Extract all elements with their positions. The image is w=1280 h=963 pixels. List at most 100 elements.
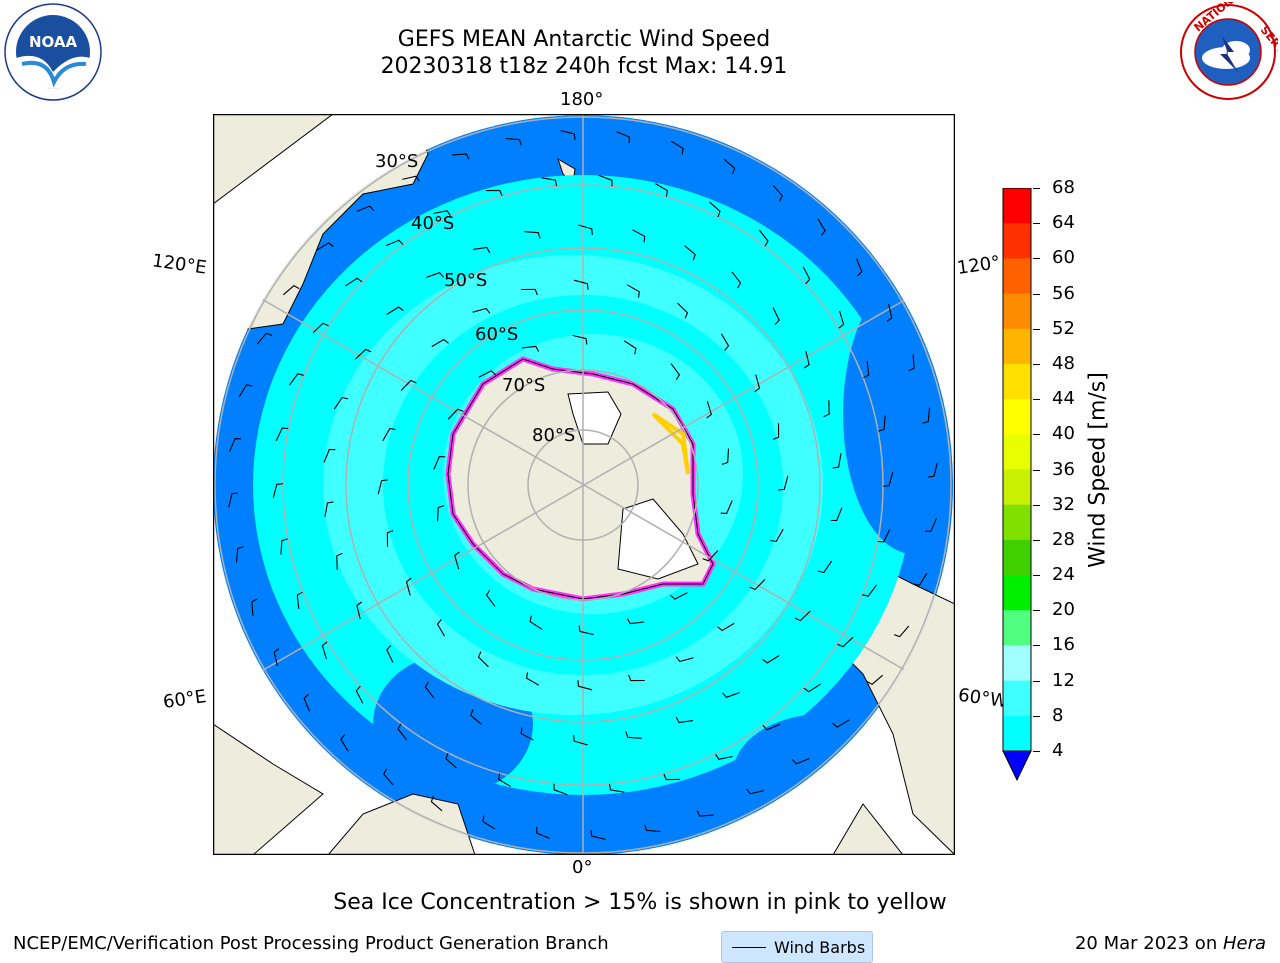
wind-barb (321, 641, 328, 660)
wind-barb (709, 201, 721, 218)
wind-barb (663, 773, 681, 781)
wind-barb (855, 258, 863, 277)
colorbar-under-triangle (1002, 750, 1032, 782)
colorbar-segment (1003, 328, 1031, 365)
wind-barb (405, 577, 412, 596)
footer-credit: NCEP/EMC/Verification Post Processing Pr… (13, 933, 609, 954)
colorbar-tick-label: 8 (1052, 704, 1064, 726)
wind-barb (433, 456, 446, 470)
wind-barb (238, 384, 253, 397)
wind-barb (251, 598, 258, 616)
colorbar-tick-label: 36 (1052, 458, 1075, 480)
wind-barb (803, 683, 821, 693)
wind-barb (626, 284, 641, 298)
wind-barb (644, 824, 661, 833)
colorbar-segment (1003, 258, 1031, 295)
wind-barb (577, 680, 593, 691)
wind-barb (426, 272, 444, 278)
colorbar-tick-mark (1033, 328, 1040, 330)
wind-barb (521, 345, 540, 352)
wind-barb (521, 288, 538, 296)
wind-barb (430, 795, 443, 812)
map-panel[interactable]: 30°S 40°S 50°S 60°S 70°S 80°S Wind Barbs (213, 114, 955, 963)
wind-barb (529, 615, 543, 630)
wind-barb (758, 229, 769, 247)
noaa-logo: NOAA (2, 2, 104, 106)
colorbar-segment (1003, 575, 1031, 611)
lat-label-80s: 80°S (532, 425, 576, 446)
wind-barb (628, 674, 645, 682)
lat-label-40s: 40°S (411, 213, 455, 234)
colorbar-tick-label: 32 (1052, 493, 1075, 515)
wind-barb (866, 674, 884, 685)
wind-barb (275, 427, 289, 442)
wind-barb (497, 773, 511, 787)
map-border (213, 114, 955, 855)
wind-barb (696, 810, 714, 817)
wind-barb (715, 753, 733, 760)
wind-barb (823, 400, 830, 418)
wind-barb (675, 656, 694, 663)
wind-barb (333, 396, 349, 410)
wind-barb (830, 507, 843, 522)
wind-barb (355, 685, 364, 704)
wind-barb (525, 672, 540, 686)
wind-barb (675, 716, 694, 724)
wind-barb (772, 184, 783, 202)
colorbar-segment (1003, 680, 1031, 717)
wind-barb (386, 530, 394, 547)
wind-barb (616, 131, 630, 144)
wind-barb (878, 415, 886, 432)
wind-barb (356, 205, 375, 213)
wind-barb (355, 348, 372, 360)
wind-barb (485, 189, 503, 197)
wind-barb (356, 601, 363, 620)
wind-barb (445, 752, 457, 769)
colorbar-tick-label: 64 (1052, 212, 1075, 234)
wind-field (213, 115, 953, 855)
colorbar-tick-mark (1033, 610, 1040, 612)
wind-barb (402, 175, 420, 182)
wind-barb (303, 693, 311, 712)
wind-barb (893, 625, 910, 638)
wind-barb (749, 579, 766, 591)
colorbar-segment (1003, 188, 1031, 224)
wind-barb (536, 826, 550, 839)
wind-barb (838, 310, 845, 329)
wind-barb (671, 140, 684, 155)
wind-barb (772, 423, 780, 440)
colorbar-label: Wind Speed [m/s] (1085, 372, 1111, 568)
colorbar-tick-mark (1033, 469, 1040, 471)
wind-barb (436, 619, 446, 637)
wind-barb (316, 242, 334, 251)
wind-barb (762, 655, 780, 664)
wind-barb (385, 239, 404, 247)
wind-barb (296, 591, 303, 609)
colorbar-tick-label: 48 (1052, 352, 1075, 374)
wind-barb (578, 625, 594, 636)
wind-barb (862, 584, 877, 597)
wind-barb (324, 501, 334, 517)
wind-barb (273, 648, 280, 666)
wind-barb (477, 651, 489, 668)
footer-date-text: 20 Mar 2023 on (1074, 933, 1223, 954)
wind-barb (802, 266, 811, 285)
wind-barb (706, 400, 712, 419)
colorbar-segment (1003, 363, 1031, 400)
colorbar-segment (1003, 293, 1031, 330)
colorbar-segment (1003, 610, 1031, 646)
wind-barb (772, 307, 780, 325)
lat-label-50s: 50°S (444, 270, 488, 291)
wind-barb (553, 783, 568, 796)
colorbar-segment (1003, 645, 1031, 682)
lon-label-60e: 60°E (161, 686, 208, 713)
wind-barb (928, 462, 938, 478)
colorbar-tick-mark (1033, 293, 1040, 295)
wind-barb (312, 322, 329, 334)
wind-barb (778, 475, 789, 491)
wind-barb (377, 479, 388, 495)
wind-barb (433, 210, 451, 217)
wind-barb (746, 788, 764, 795)
wind-barb (803, 350, 810, 369)
colorbar-tick-label: 12 (1052, 669, 1075, 691)
